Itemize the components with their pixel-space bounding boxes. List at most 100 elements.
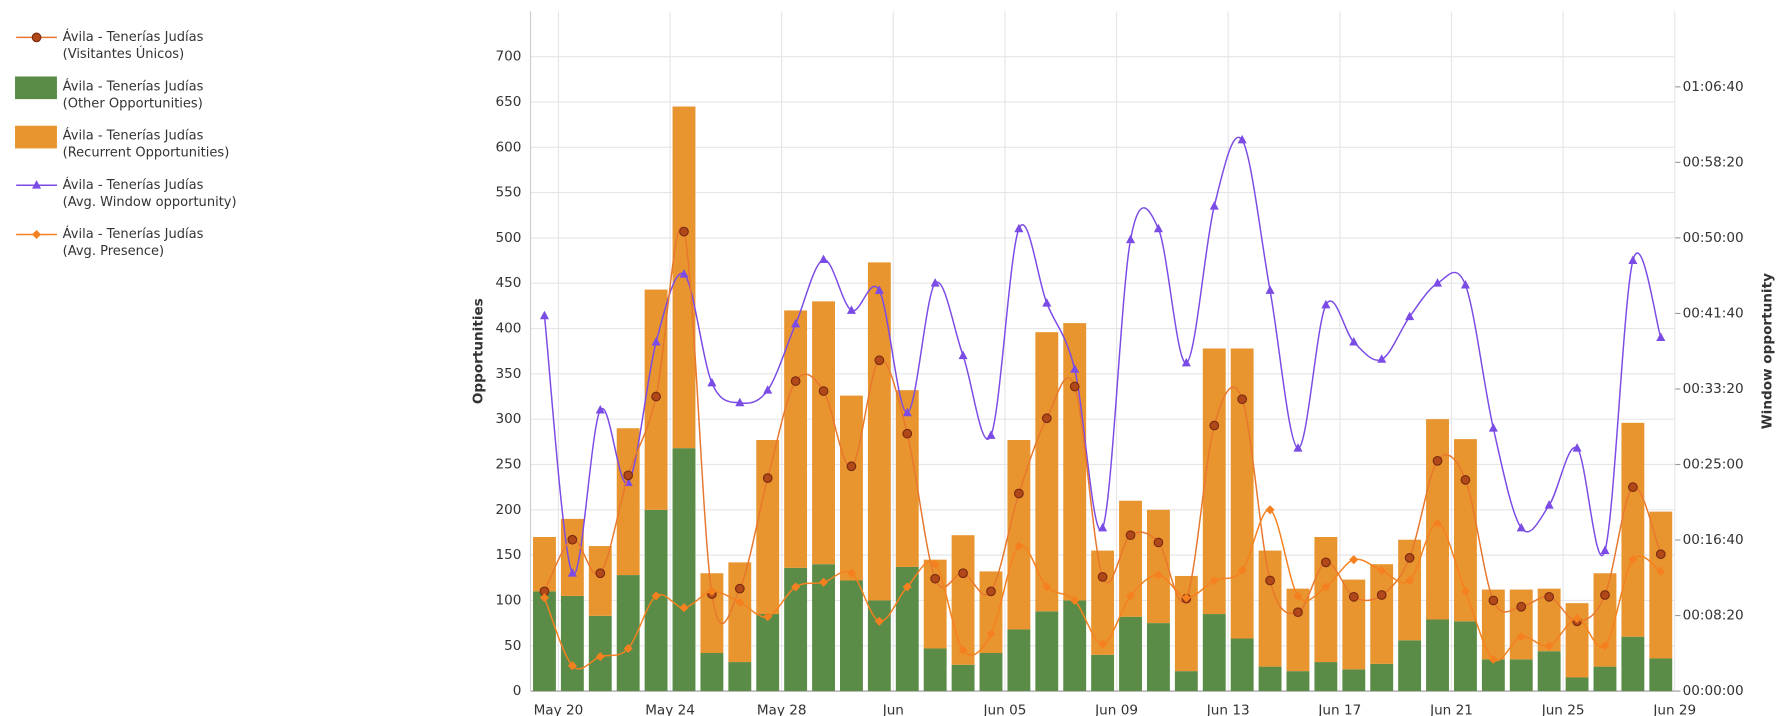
bar bbox=[1286, 671, 1310, 692]
marker bbox=[567, 568, 577, 577]
bar bbox=[867, 262, 891, 601]
bar bbox=[1258, 666, 1282, 692]
legend-label: Ávila - Tenerías Judías (Visitantes Únic… bbox=[62, 28, 204, 62]
marker bbox=[763, 612, 773, 622]
bar bbox=[1342, 579, 1366, 670]
x-tick-label: Jun 21 bbox=[1429, 702, 1473, 716]
y2-tick-label: 01:06:40 bbox=[1683, 79, 1744, 95]
legend-marker bbox=[31, 32, 42, 43]
marker bbox=[679, 269, 689, 278]
marker bbox=[818, 386, 829, 396]
bar bbox=[700, 653, 724, 692]
legend-item: Ávila - Tenerías Judías (Recurrent Oppor… bbox=[63, 127, 230, 160]
marker bbox=[819, 254, 829, 264]
bar bbox=[1426, 619, 1449, 692]
marker bbox=[902, 407, 912, 417]
marker bbox=[1321, 299, 1331, 309]
marker bbox=[791, 318, 801, 328]
bar bbox=[1509, 589, 1533, 660]
marker bbox=[874, 285, 884, 294]
y2-tick-label: 00:25:00 bbox=[1683, 456, 1744, 472]
bar bbox=[560, 595, 584, 692]
bar bbox=[951, 664, 975, 692]
marker bbox=[1293, 443, 1303, 452]
x-tick-label: Jun 17 bbox=[1317, 702, 1361, 716]
y-tick-label: 250 bbox=[496, 456, 522, 472]
marker bbox=[1656, 566, 1666, 576]
x-tick-label: Jun bbox=[882, 702, 904, 716]
marker bbox=[1460, 586, 1470, 596]
legend-marker bbox=[32, 180, 42, 189]
legend-marker bbox=[32, 229, 42, 240]
bar bbox=[1035, 611, 1059, 692]
bar bbox=[616, 428, 640, 576]
marker bbox=[1321, 557, 1331, 568]
marker bbox=[930, 559, 940, 569]
y2-tick-label: 00:41:40 bbox=[1683, 305, 1744, 321]
marker bbox=[1293, 607, 1303, 618]
marker bbox=[1572, 614, 1582, 624]
marker bbox=[874, 355, 885, 366]
marker bbox=[651, 391, 661, 402]
legend-label: Ávila - Tenerías Judías (Avg. Window opp… bbox=[62, 176, 237, 210]
marker bbox=[986, 586, 996, 597]
bar bbox=[756, 440, 780, 615]
bar bbox=[979, 571, 1003, 654]
bar bbox=[840, 395, 863, 581]
y-tick-label: 650 bbox=[496, 94, 522, 110]
marker bbox=[846, 305, 856, 314]
x-tick-label: May 20 bbox=[534, 702, 584, 716]
x-tick-label: May 24 bbox=[645, 702, 695, 716]
marker bbox=[1041, 413, 1052, 424]
marker bbox=[819, 577, 829, 587]
x-tick-label: Jun 29 bbox=[1652, 702, 1696, 716]
y2-tick-label: 00:33:20 bbox=[1683, 381, 1744, 397]
bar bbox=[979, 653, 1003, 692]
marker bbox=[1460, 475, 1471, 485]
marker bbox=[1098, 639, 1108, 649]
bar bbox=[616, 575, 640, 692]
marker bbox=[1488, 595, 1499, 606]
marker bbox=[1488, 423, 1498, 432]
y-tick-label: 100 bbox=[496, 592, 522, 608]
x-tick-label: Jun 09 bbox=[1094, 702, 1138, 716]
x-tick-label: Jun 25 bbox=[1541, 702, 1585, 716]
marker bbox=[1348, 591, 1359, 602]
x-tick-label: Jun 05 bbox=[983, 702, 1027, 716]
bar bbox=[1146, 509, 1170, 624]
bar bbox=[1119, 616, 1142, 692]
bar bbox=[1370, 663, 1394, 692]
marker bbox=[679, 226, 689, 237]
bar bbox=[1314, 537, 1338, 663]
marker bbox=[1432, 518, 1443, 528]
marker bbox=[874, 616, 884, 626]
marker bbox=[763, 385, 773, 394]
bar bbox=[1091, 654, 1115, 692]
legend-label: Ávila - Tenerías Judías (Other Opportuni… bbox=[62, 77, 204, 111]
y2-tick-label: 00:58:20 bbox=[1683, 154, 1744, 170]
y-axis-title: Opportunities bbox=[470, 298, 486, 404]
marker bbox=[762, 473, 773, 483]
y-tick-label: 400 bbox=[496, 321, 522, 337]
bar bbox=[784, 567, 808, 692]
marker bbox=[1544, 591, 1555, 602]
marker bbox=[1572, 443, 1582, 452]
y-tick-label: 200 bbox=[496, 502, 522, 518]
bar bbox=[895, 390, 919, 567]
bar bbox=[1565, 677, 1589, 692]
y-tick-label: 300 bbox=[496, 411, 522, 427]
marker bbox=[1600, 545, 1610, 554]
marker bbox=[930, 573, 941, 584]
bar bbox=[1537, 588, 1561, 652]
marker bbox=[595, 568, 606, 579]
marker bbox=[1377, 566, 1387, 576]
marker bbox=[1042, 582, 1052, 592]
marker bbox=[1349, 337, 1359, 346]
bar bbox=[1202, 348, 1226, 615]
marker bbox=[1153, 223, 1163, 233]
y-tick-label: 150 bbox=[496, 547, 522, 563]
y-tick-label: 600 bbox=[496, 139, 522, 155]
marker bbox=[986, 430, 996, 439]
marker bbox=[1237, 566, 1247, 576]
